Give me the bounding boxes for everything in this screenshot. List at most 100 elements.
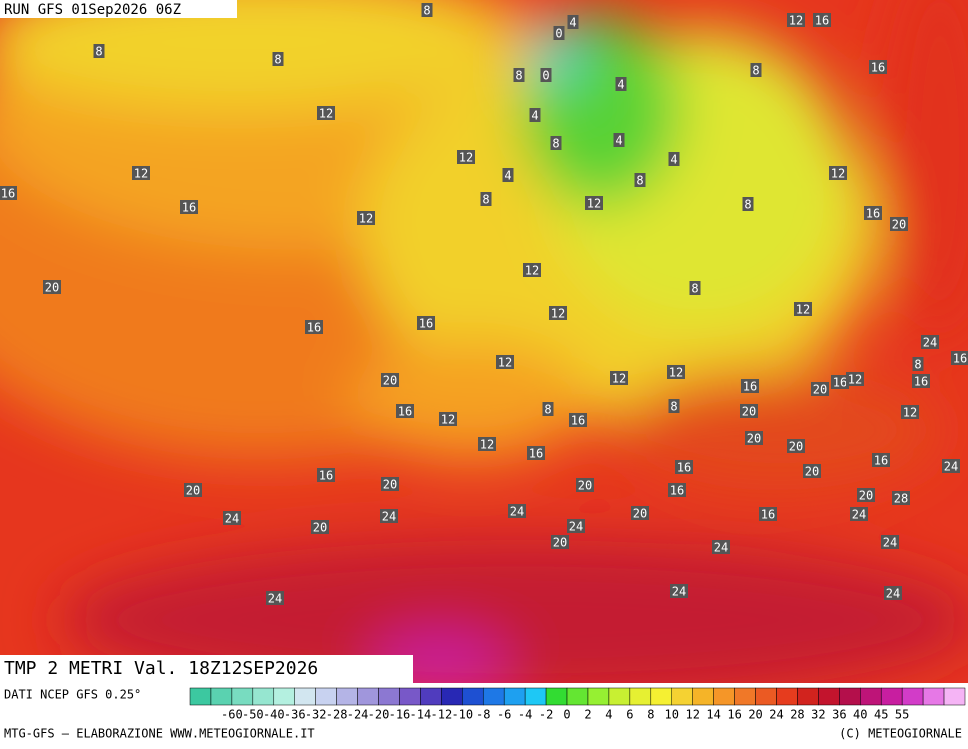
legend-swatch [734, 687, 756, 706]
temperature-label: 16 [1, 187, 15, 201]
label-box [872, 453, 890, 467]
temperature-label: 8 [482, 193, 489, 207]
label-box [615, 77, 627, 91]
label-box [745, 431, 763, 445]
label-box [553, 26, 565, 40]
legend-label: 6 [626, 708, 633, 722]
legend-swatch [441, 687, 463, 706]
temperature-label: 12 [831, 167, 845, 181]
legend-label: 40 [853, 708, 867, 722]
legend-label: 36 [832, 708, 846, 722]
temperature-label: 16 [833, 376, 847, 390]
temperature-label: 4 [569, 16, 576, 30]
temperature-label: 20 [789, 440, 803, 454]
temperature-label: 12 [134, 167, 148, 181]
legend-label: 24 [769, 708, 783, 722]
label-box [803, 464, 821, 478]
temperature-label: 16 [761, 508, 775, 522]
label-box [381, 477, 399, 491]
temperature-label: 4 [531, 109, 538, 123]
legend-swatch [273, 687, 295, 706]
label-box [921, 335, 939, 349]
legend-swatch [776, 687, 798, 706]
temperature-label: 8 [670, 400, 677, 414]
legend-swatch [503, 687, 526, 706]
label-box [634, 173, 646, 187]
legend-swatch [189, 687, 212, 706]
legend-swatch [524, 687, 547, 706]
temperature-label: 12 [796, 303, 810, 317]
label-box [272, 52, 284, 66]
temperature-label: 4 [615, 134, 622, 148]
temperature-label: 24 [225, 512, 239, 526]
temperature-label: 16 [419, 317, 433, 331]
label-box [942, 459, 960, 473]
legend-label: -8 [476, 708, 490, 722]
temperature-label: 20 [859, 489, 873, 503]
legend-label: -40 [263, 708, 285, 722]
temperature-label: 20 [747, 432, 761, 446]
temperature-label: 20 [383, 478, 397, 492]
label-box [180, 200, 198, 214]
legend-label: -10 [451, 708, 473, 722]
temperature-label: 8 [744, 198, 751, 212]
label-box [576, 478, 594, 492]
temperature-label: 20 [633, 507, 647, 521]
legend-label: 55 [895, 708, 909, 722]
label-box [846, 372, 864, 386]
legend-swatch [860, 687, 882, 706]
label-box [357, 211, 375, 225]
header-box [0, 0, 237, 18]
temperature-label: 8 [515, 69, 522, 83]
temperature-label: 16 [319, 469, 333, 483]
label-box [567, 519, 585, 533]
label-box [857, 488, 875, 502]
temperature-label: 8 [274, 53, 281, 67]
label-box [417, 316, 435, 330]
label-box [742, 197, 754, 211]
label-box [542, 402, 554, 416]
label-box [478, 437, 496, 451]
legend-label: 4 [605, 708, 612, 722]
legend-swatch [839, 687, 861, 706]
temperature-label: 20 [805, 465, 819, 479]
legend-swatch [713, 687, 735, 706]
label-box [380, 509, 398, 523]
label-box [901, 405, 919, 419]
legend-swatch [482, 687, 505, 706]
legend-label: 2 [584, 708, 591, 722]
legend-swatch [420, 687, 442, 706]
label-box [850, 507, 868, 521]
label-box [951, 351, 968, 365]
legend-swatch [629, 687, 652, 706]
temperature-label: 16 [182, 201, 196, 215]
legend-swatch [587, 687, 610, 706]
label-box [881, 535, 899, 549]
label-box [864, 206, 882, 220]
label-box [508, 504, 526, 518]
temperature-label: 12 [551, 307, 565, 321]
label-box [223, 511, 241, 525]
temperature-label: 16 [307, 321, 321, 335]
temperature-label: 4 [504, 169, 511, 183]
legend-label: -24 [347, 708, 369, 722]
temperature-label: 16 [953, 352, 967, 366]
legend-label: -2 [539, 708, 553, 722]
legend-swatch [566, 687, 589, 706]
label-box [787, 439, 805, 453]
label-box [569, 413, 587, 427]
temperature-label: 16 [815, 14, 829, 28]
temperature-label: 8 [423, 4, 430, 18]
legend-label: 14 [706, 708, 720, 722]
legend-label: 16 [727, 708, 741, 722]
temperature-label: 16 [670, 484, 684, 498]
temperature-label: 0 [555, 27, 562, 41]
temperature-label: 4 [617, 78, 624, 92]
label-box [912, 357, 924, 371]
temperature-label: 24 [944, 460, 958, 474]
temperature-label: 24 [886, 587, 900, 601]
label-box [912, 374, 930, 388]
temperature-field [0, 0, 968, 683]
